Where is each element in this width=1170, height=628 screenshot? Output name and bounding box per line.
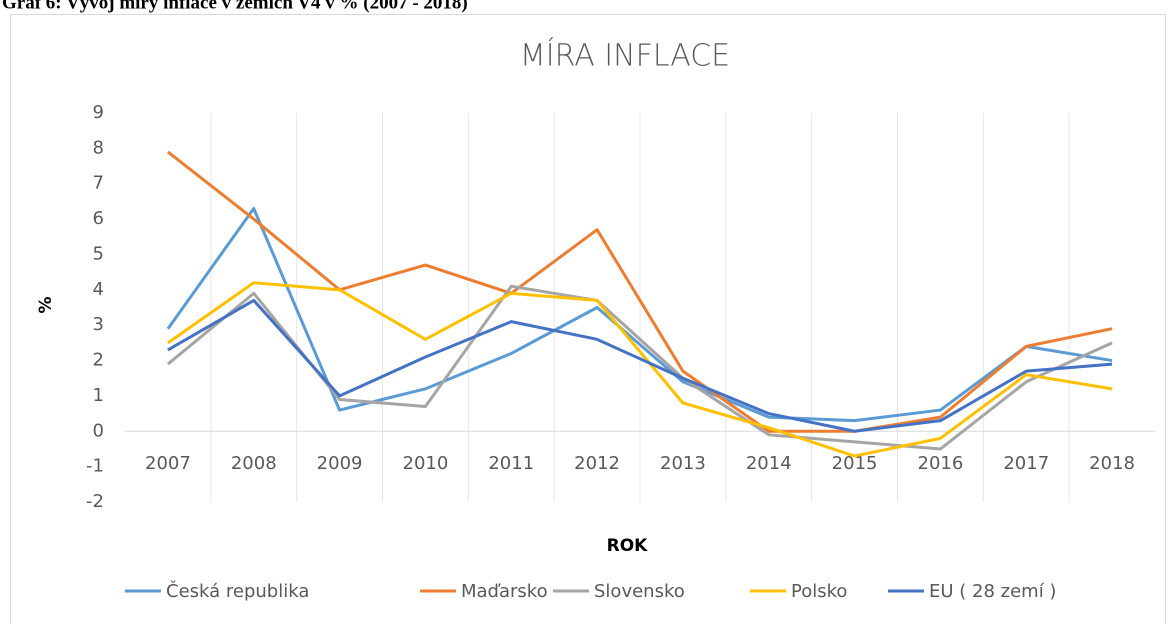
legend-label: Slovensko [594, 581, 685, 602]
y-tick-label: 8 [93, 137, 104, 158]
legend-label: Maďarsko [461, 581, 548, 602]
x-tick-label: 2017 [1003, 453, 1049, 474]
y-tick-label: 2 [93, 350, 104, 371]
y-tick-label: 5 [93, 243, 104, 264]
x-axis-title: ROK [607, 536, 649, 556]
x-tick-label: 2014 [746, 453, 792, 474]
series-line [166, 150, 1113, 433]
y-tick-label: 0 [93, 420, 104, 441]
x-tick-label: 2011 [488, 453, 534, 474]
chart-frame [10, 14, 1166, 627]
y-tick-label: -2 [86, 491, 104, 512]
legend-label: Česká republika [166, 580, 309, 602]
y-tick-label: 4 [93, 279, 104, 300]
x-tick-label: 2013 [660, 453, 706, 474]
x-tick-label: 2009 [317, 453, 363, 474]
x-tick-label: 2015 [832, 453, 878, 474]
y-axis-title: % [36, 296, 56, 313]
x-tick-label: 2010 [403, 453, 449, 474]
series-line [166, 206, 1113, 423]
x-tick-label: 2012 [574, 453, 620, 474]
y-tick-label: 7 [93, 173, 104, 194]
series-line [167, 298, 1113, 433]
chart-title: MÍRA INFLACE [520, 38, 730, 74]
y-tick-label: 1 [93, 385, 104, 406]
legend-label: Polsko [791, 581, 847, 602]
legend-label: EU ( 28 zemí ) [929, 581, 1056, 602]
y-tick-label: -1 [86, 456, 104, 477]
caption: Graf 6: Vývoj míry inflace v zemích V4 v… [2, 0, 468, 13]
x-tick-label: 2016 [918, 453, 964, 474]
y-tick-label: 6 [93, 208, 104, 229]
x-tick-label: 2008 [231, 453, 277, 474]
y-tick-label: 9 [93, 102, 104, 123]
y-tick-label: 3 [93, 314, 104, 335]
x-tick-label: 2018 [1089, 453, 1135, 474]
series-line [167, 281, 1113, 458]
x-tick-label: 2007 [145, 453, 191, 474]
